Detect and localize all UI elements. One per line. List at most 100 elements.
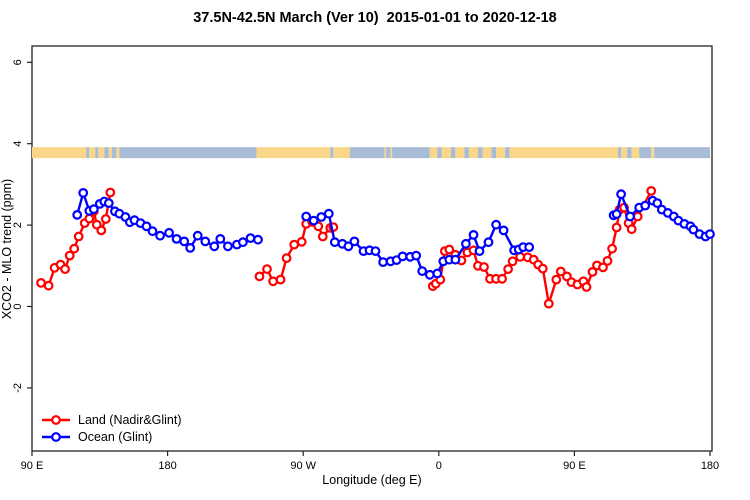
strip-land-segment <box>455 147 465 159</box>
data-point-land <box>73 231 84 242</box>
strip-land-segment <box>482 147 492 159</box>
data-point-ocean <box>308 215 319 226</box>
legend-land-label: Land (Nadir&Glint) <box>78 413 182 427</box>
data-point-ocean <box>450 254 461 265</box>
chart-title: 37.5N-42.5N March (Ver 10) 2015-01-01 to… <box>193 10 557 26</box>
data-point-land <box>296 236 307 247</box>
legend-ocean-label: Ocean (Glint) <box>78 430 152 444</box>
y-tick-label: 6 <box>12 59 24 65</box>
data-point-ocean <box>705 229 715 240</box>
data-point-ocean <box>179 236 190 247</box>
data-point-land <box>36 278 46 288</box>
legend-ocean-marker-icon <box>51 432 61 442</box>
data-point-land <box>497 273 508 284</box>
strip-land-segment <box>390 147 393 159</box>
data-series <box>36 185 715 309</box>
data-point-ocean <box>222 241 233 252</box>
data-point-ocean <box>616 189 626 200</box>
strip-ocean-segment <box>95 147 99 159</box>
data-point-ocean <box>209 241 220 252</box>
data-point-ocean <box>147 226 158 237</box>
strip-ocean-segment <box>386 147 391 159</box>
strip-ocean-segment <box>104 147 109 159</box>
data-point-land <box>607 243 617 254</box>
land-ocean-strip <box>32 147 710 159</box>
axis-ticks: 90 E 180 90 W 0 90 E 180 -2 0 2 4 6 <box>12 59 719 472</box>
strip-land-segment <box>116 147 120 159</box>
strip-ocean-segment <box>437 147 442 159</box>
data-point-land <box>444 244 455 255</box>
data-point-land <box>626 224 637 235</box>
data-point-ocean <box>498 225 509 236</box>
data-point-ocean <box>164 227 175 238</box>
strip-ocean-segment <box>119 147 257 159</box>
data-point-ocean <box>424 269 435 280</box>
strip-ocean-segment <box>654 147 710 159</box>
strip-ocean-segment <box>450 147 456 159</box>
data-point-ocean <box>200 236 211 247</box>
data-point-ocean <box>640 200 651 211</box>
strip-ocean-segment <box>627 147 632 159</box>
strip-ocean-segment <box>392 147 430 159</box>
data-point-ocean <box>432 268 443 279</box>
legend-item-land: Land (Nadir&Glint) <box>42 413 182 427</box>
data-point-ocean <box>417 266 428 277</box>
strip-land-segment <box>256 147 331 159</box>
data-point-ocean <box>155 230 166 241</box>
strip-land-segment <box>384 147 387 159</box>
strip-land-segment <box>108 147 112 159</box>
data-point-land <box>646 185 657 196</box>
data-point-ocean <box>316 212 327 222</box>
data-point-land <box>581 282 592 292</box>
data-point-ocean <box>237 237 248 248</box>
strip-land-segment <box>651 147 655 159</box>
legend-land-marker-icon <box>51 415 61 425</box>
data-point-ocean <box>625 211 635 222</box>
data-point-land <box>60 264 70 275</box>
data-point-land <box>543 298 554 309</box>
strip-ocean-segment <box>491 147 497 159</box>
data-point-ocean <box>378 257 389 268</box>
data-point-land <box>611 222 622 233</box>
data-point-land <box>64 250 75 261</box>
legend: Land (Nadir&Glint) Ocean (Glint) <box>42 413 182 444</box>
data-point-ocean <box>329 237 340 248</box>
data-point-land <box>507 256 518 267</box>
data-point-ocean <box>171 233 182 244</box>
data-point-ocean <box>611 209 622 220</box>
data-point-ocean <box>88 204 99 215</box>
strip-ocean-segment <box>86 147 90 159</box>
data-point-ocean <box>652 198 663 209</box>
data-point-land <box>587 267 598 277</box>
data-point-land <box>602 256 613 266</box>
x-tick-label: 180 <box>158 460 176 472</box>
data-point-ocean <box>343 241 354 252</box>
data-point-ocean <box>245 233 256 244</box>
data-point-land <box>317 231 328 242</box>
strip-land-segment <box>333 147 350 159</box>
strip-ocean-segment <box>639 147 652 159</box>
data-point-land <box>598 262 608 273</box>
data-point-ocean <box>474 246 485 257</box>
data-point-ocean <box>185 242 196 253</box>
data-point-ocean <box>192 230 203 241</box>
data-point-land <box>105 187 116 198</box>
strip-land-segment <box>496 147 506 159</box>
data-point-ocean <box>78 187 89 198</box>
strip-land-segment <box>631 147 640 159</box>
strip-ocean-segment <box>618 147 622 159</box>
strip-ocean-segment <box>505 147 510 159</box>
data-point-ocean <box>461 238 471 249</box>
data-point-land <box>479 262 489 272</box>
data-point-land <box>551 274 562 285</box>
strip-land-segment <box>468 147 478 159</box>
strip-land-segment <box>441 147 451 159</box>
data-point-ocean <box>323 208 334 219</box>
data-point-land <box>275 274 286 285</box>
strip-land-segment <box>32 147 87 159</box>
data-point-land <box>537 263 548 274</box>
data-point-ocean <box>688 224 699 235</box>
data-point-ocean <box>103 198 114 209</box>
data-point-ocean <box>491 219 502 230</box>
strip-land-segment <box>509 147 619 159</box>
